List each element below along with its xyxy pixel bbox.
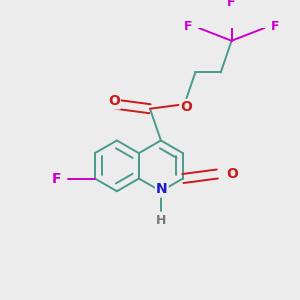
Text: H: H [156,214,166,227]
Text: F: F [52,172,62,185]
Text: F: F [184,20,192,33]
Text: F: F [271,20,279,33]
Text: O: O [226,167,238,181]
Text: F: F [227,0,236,9]
Text: O: O [108,94,120,109]
Text: N: N [156,182,168,197]
Text: O: O [180,100,192,114]
